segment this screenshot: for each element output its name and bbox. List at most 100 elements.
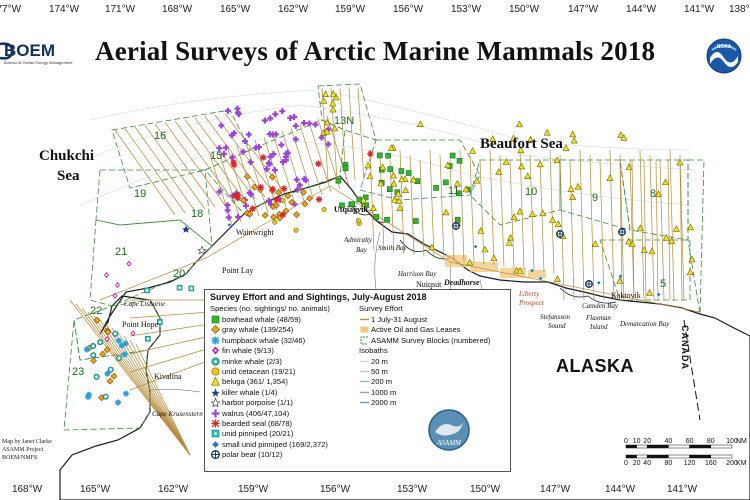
town-kaktovik: Kaktovik [611, 291, 641, 300]
legend-effort-label: 1 July-31 August [371, 315, 428, 325]
sighting-pin [126, 260, 132, 267]
sighting-triangle [668, 237, 676, 244]
sighting-triangle [567, 185, 575, 192]
scale-segment [646, 444, 669, 449]
beaufort-sea-label: Beaufort Sea [480, 136, 563, 152]
sighting-triangle [662, 178, 670, 186]
sighting-burst [269, 186, 276, 193]
scale-tick-label: 200 [726, 460, 738, 467]
camden-bay-shore [559, 287, 617, 304]
longitude-label: 156°W [319, 484, 351, 495]
sighting-square-dot [144, 287, 150, 294]
sighting-triangle [553, 156, 561, 164]
trackline [111, 327, 191, 456]
sighting-triangle [616, 277, 624, 284]
sighting-diamond [99, 350, 106, 358]
sighting-plus [216, 145, 223, 152]
scale-tick-label: 160 [705, 460, 717, 467]
scale-unit-label: NM [736, 438, 747, 445]
sighting-diamond [110, 372, 118, 380]
sighting-dot-ring [90, 352, 97, 359]
sighting-triangle [469, 146, 477, 154]
sighting-triangle [536, 160, 544, 168]
sighting-plus [278, 141, 285, 148]
sighting-plus [242, 202, 249, 209]
sighting-triangle [398, 175, 406, 183]
sighting-triangle [524, 172, 532, 180]
sighting-plus [269, 131, 276, 138]
bay-harrison: Harrison Bay [398, 270, 437, 278]
legend-item-plus: walrus (406/47,104) [210, 408, 330, 418]
sighting-pin [104, 272, 110, 279]
town-nuiqsut: Nuiqsut [416, 280, 442, 289]
scale-segment [625, 444, 637, 449]
sighting-plus [263, 166, 270, 173]
sighting-triangle [377, 179, 385, 187]
sighting-triangle [654, 190, 662, 197]
sighting-triangle [539, 209, 547, 217]
sighting-diamond [90, 357, 97, 365]
sighting-triangle [646, 288, 654, 296]
trackline [117, 331, 191, 456]
sighting-triangle [676, 158, 684, 166]
trackline [609, 149, 615, 301]
scale-segment [646, 454, 669, 459]
sighting-triangle [516, 267, 524, 274]
block-number: 23 [72, 366, 85, 378]
town-deadhorse: Deadhorse [444, 278, 480, 287]
sighting-plus [222, 144, 229, 151]
sighting-triangle [495, 168, 503, 175]
block-number: 16 [154, 130, 167, 142]
sighting-burst [234, 194, 242, 202]
legend-item-burst: bearded seal (68/78) [210, 418, 330, 428]
sighting-markers [83, 90, 696, 406]
noaa-logo: NOAA [706, 38, 742, 74]
sighting-triangle [444, 161, 452, 168]
isobath-line-icon [359, 398, 369, 407]
credit-line: Map by Janet Clarke [2, 439, 52, 445]
sighting-burst [279, 211, 287, 218]
longitude-label: 162°W [277, 4, 309, 15]
legend-item-label: minke whale (2/3) [222, 356, 282, 366]
sighting-circle [272, 219, 278, 225]
trackline [134, 126, 196, 212]
trackline [357, 87, 365, 181]
sighting-plus [245, 131, 252, 138]
legend-item-star-outline: harbor porpoise (1/1) [210, 398, 330, 408]
pin-icon [210, 346, 220, 355]
sighting-plus [247, 159, 254, 166]
legend-isobath-label: 50 m [371, 367, 388, 377]
trackline [154, 123, 216, 208]
sighting-diamond-small [538, 276, 543, 281]
bay-camden: Camden Bay [582, 302, 618, 310]
longitude-label: 162°W [157, 484, 189, 495]
sighting-plus [225, 214, 232, 221]
scale-unit-label: KM [736, 460, 747, 467]
sighting-star-outline [197, 245, 207, 255]
sighting-triangle [662, 234, 670, 241]
chukchi-sea-label-line1: Chukchi [39, 148, 95, 164]
sighting-diamond [251, 183, 258, 191]
legend-isobath-item: 1000 m [359, 387, 490, 397]
trackline [272, 133, 296, 205]
legend-isobath-label: 1000 m [371, 387, 397, 397]
sighting-plus [234, 105, 241, 112]
asamm-badge-text: ASAMM [436, 439, 462, 447]
harrison-bay-shore [399, 239, 451, 260]
sighting-triangle [416, 120, 424, 128]
sighting-square [398, 168, 405, 174]
sighting-triangle [510, 213, 518, 220]
map-legend: Survey Effort and and Sightings, July-Au… [204, 289, 511, 472]
block-number: 15 [210, 150, 223, 162]
block-number: 20 [173, 268, 186, 280]
trackline [174, 120, 236, 204]
trackline [224, 113, 286, 194]
sighting-ring-cross [618, 228, 626, 236]
sighting-triangle [625, 237, 633, 245]
sighting-plus [241, 138, 248, 145]
trackline [679, 159, 683, 301]
trackline [194, 117, 256, 200]
trackline [631, 159, 635, 301]
sighting-triangle [507, 233, 515, 241]
trackline [549, 149, 555, 274]
